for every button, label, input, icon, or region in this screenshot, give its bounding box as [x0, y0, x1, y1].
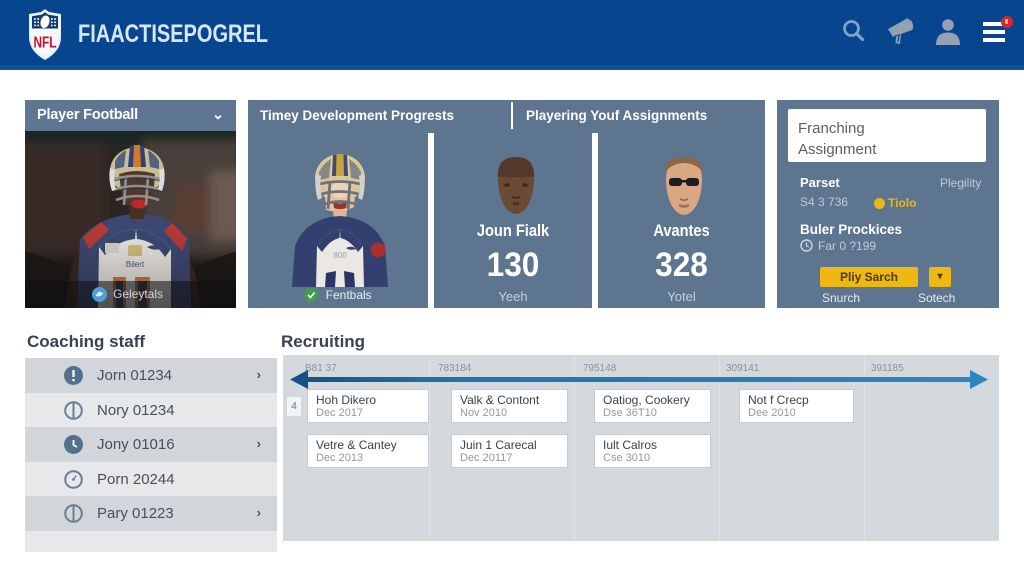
svg-text:800: 800	[333, 251, 347, 260]
svg-text:NFL: NFL	[34, 35, 57, 52]
